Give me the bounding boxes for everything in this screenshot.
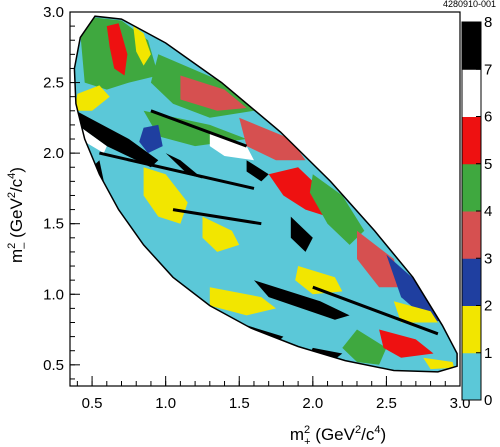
contour-region-level-2 [209,287,276,316]
contour-region-level-4 [239,117,306,161]
contour-region-level-8 [246,160,269,182]
x-tick-label: 2.5 [376,395,397,412]
colorbar-label: 1 [484,345,492,362]
colorbar-band-5 [462,163,481,212]
colorbar-label: 7 [484,61,492,78]
y-axis-title: m2– (GeV2/c4) [6,167,30,263]
y-tick-label: 1.5 [43,216,64,233]
contour-region-level-8 [106,223,129,245]
colorbar-band-4 [462,211,481,259]
colorbar-band-3 [462,258,481,306]
contour-region-level-0 [77,124,107,154]
contour-regions [74,16,458,372]
contour-region-level-2 [133,26,151,66]
contour-region-level-2 [295,266,343,295]
contour-ridge-line [99,151,255,190]
y-tick-label: 2.0 [43,145,64,162]
y-axis-ticks: 0.5 1.0 1.5 2.0 2.5 3.0 [43,4,80,380]
plot-area [73,15,458,373]
colorbar-label: 3 [484,250,492,267]
contour-ridge-line [312,285,439,336]
contour-region-level-2 [202,216,240,252]
colorbar-band-1 [462,352,481,401]
contour-region-level-0 [209,132,254,161]
colorbar-label: 6 [484,109,492,126]
figure-id: 4280910-001 [443,0,496,9]
contour-region-level-4 [180,75,247,111]
contour-ridge-line [172,208,262,226]
contour-region-level-2 [74,85,110,111]
colorbar-label: 5 [484,156,492,173]
contour-region-level-8 [309,347,343,360]
contour-ridge-line [150,109,248,148]
x-tick-label: 1.0 [155,395,176,412]
colorbar-label: 2 [484,298,492,315]
y-tick-label: 2.5 [43,75,64,92]
colorbar-band-8 [462,22,481,70]
contour-region-level-2 [423,357,455,370]
y-tick-label: 0.5 [43,357,64,374]
contour-region-level-8 [254,280,350,320]
y-tick-label: 3.0 [43,4,64,21]
colorbar: 0 1 2 3 4 5 6 7 8 [461,14,492,409]
x-tick-label: 1.5 [229,395,250,412]
colorbar-band-2 [462,305,481,354]
contour-region-level-2 [393,301,438,323]
contour-region-level-6 [379,329,434,358]
colorbar-label: 8 [484,14,492,31]
colorbar-band-6 [462,116,481,165]
x-tick-label: 2.0 [302,395,323,412]
contour-region-level-8 [165,153,203,179]
x-axis-ticks: 0.5 1.0 1.5 2.0 2.5 3.0 [76,376,470,412]
plot-frame [69,11,461,387]
colorbar-label: 4 [484,203,492,220]
contour-region-level-4 [357,230,402,288]
contour-region-level-1 [74,16,458,372]
colorbar-band-7 [462,69,481,117]
x-tick-label: 0.5 [82,395,103,412]
contour-region-level-3 [139,124,163,154]
contour-region-level-8 [290,216,313,252]
colorbar-label: 0 [484,392,492,409]
y-tick-label: 1.0 [43,286,64,303]
phase-space-boundary [73,15,458,373]
x-axis-title: m2 + (GeV2/c4) [290,424,386,447]
contour-region-level-6 [268,167,328,217]
contour-region-level-5 [342,329,387,365]
contour-region-level-6 [106,23,128,76]
contour-region-level-8 [75,110,159,168]
contour-region-level-5 [309,174,365,245]
